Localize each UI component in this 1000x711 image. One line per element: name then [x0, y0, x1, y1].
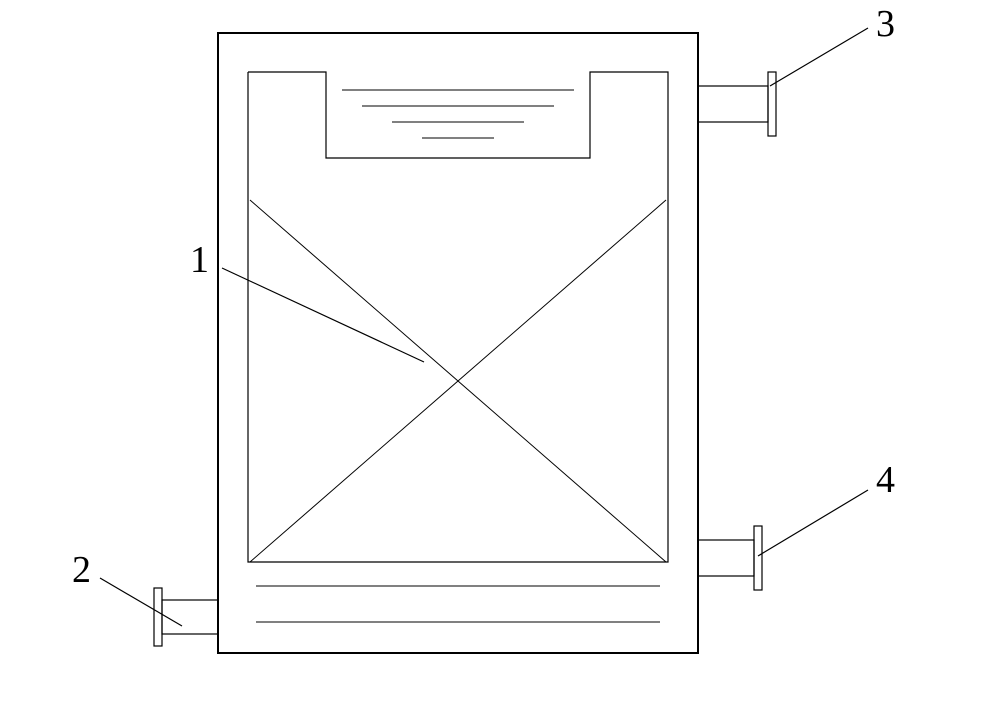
- label-1: 1: [190, 238, 209, 282]
- diagram-canvas: 1 2 3 4: [0, 0, 1000, 711]
- schematic-svg: [0, 0, 1000, 711]
- label-2: 2: [72, 548, 91, 592]
- label-3: 3: [876, 2, 895, 46]
- label-4: 4: [876, 458, 895, 502]
